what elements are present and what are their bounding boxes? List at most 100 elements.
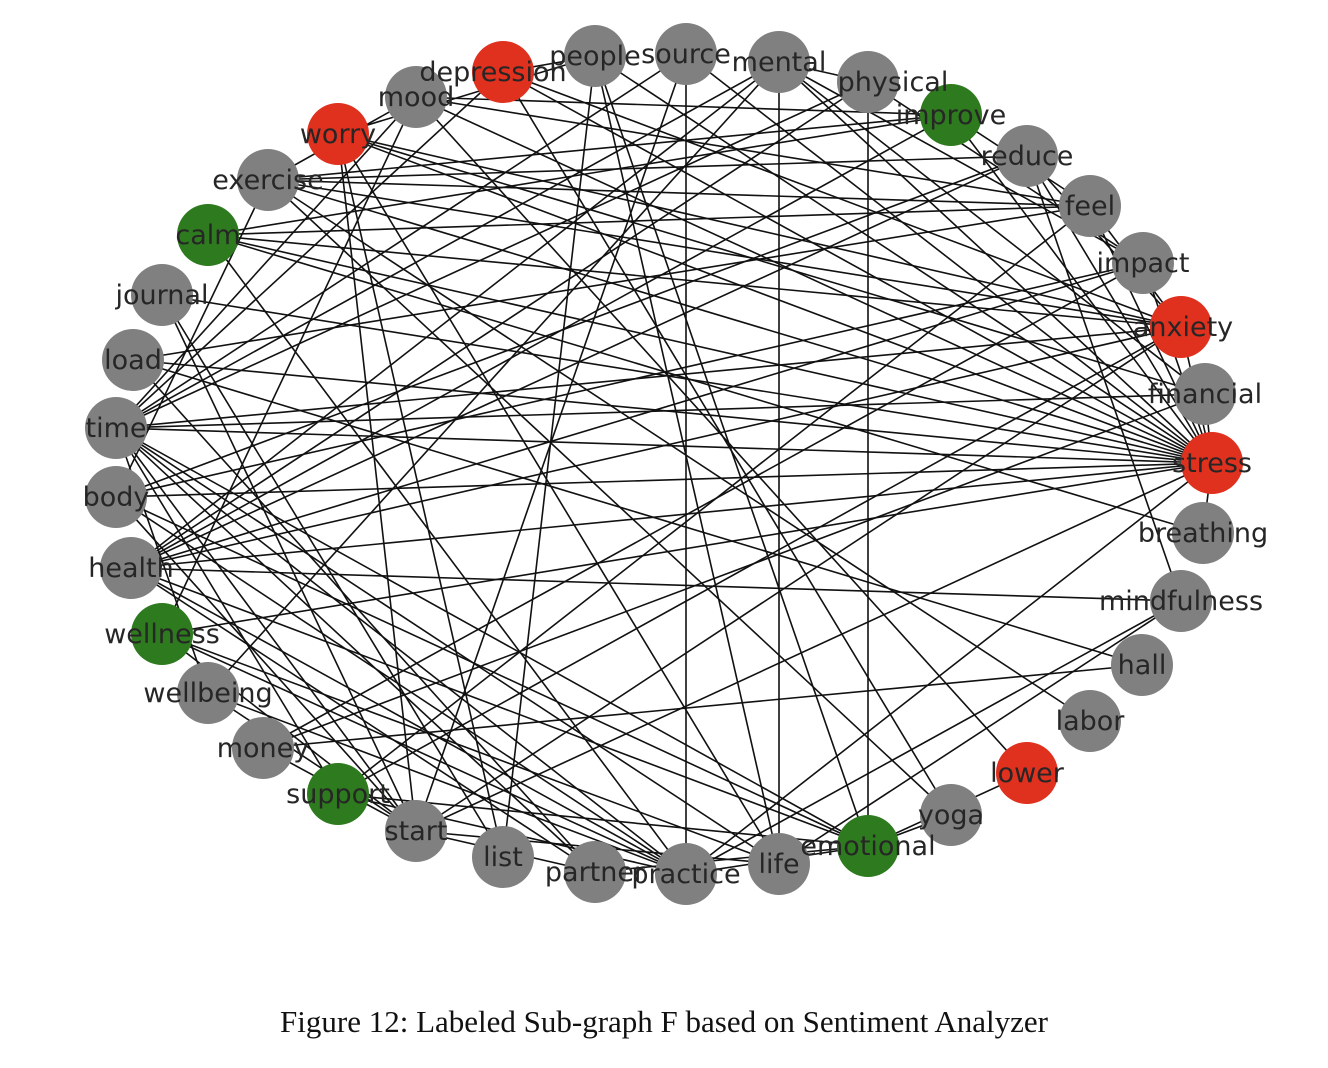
edge-anxiety-time [115,326,1182,429]
node-label-list: list [483,842,523,873]
edge-anxiety-exercise [267,179,1182,328]
node-label-mental: mental [732,47,827,78]
edge-feel-calm [207,205,1091,236]
edge-time-partner [115,427,596,873]
node-label-practice: practice [631,859,740,890]
node-start [385,800,447,862]
edge-source-time [115,53,687,429]
node-label-mood: mood [378,82,454,113]
edge-wellbeing-start [207,692,417,832]
edge-financial-time [115,393,1206,429]
node-calm [177,204,239,266]
node-label-depression: depression [419,57,566,88]
edge-load-partner [132,359,596,873]
node-feel [1059,175,1121,237]
edge-calm-practice [207,234,687,875]
edge-financial-worry [337,133,1206,395]
node-label-source: source [641,39,731,70]
edge-stress-health [130,462,1213,569]
edge-reduce-exercise [267,155,1028,181]
edge-improve-health [130,114,952,569]
node-list [472,826,534,888]
node-anxiety [1150,296,1212,358]
edge-stress-wellness [161,462,1213,635]
node-body [85,466,147,528]
edge-stress-calm [207,234,1213,464]
node-label-anxiety: anxiety [1133,312,1233,343]
node-labor [1059,690,1121,752]
node-label-wellness: wellness [104,619,220,650]
node-mindfulness [1150,570,1212,632]
edge-financial-mental [778,61,1206,395]
edge-exercise-labor [267,179,1091,722]
edge-wellness-practice [161,633,687,875]
edge-people-worry [337,55,596,135]
edge-financial-money [262,393,1206,749]
node-label-partner: partner [545,857,646,888]
node-exercise [237,149,299,211]
node-life [748,833,810,895]
edge-anxiety-support [337,326,1182,795]
node-label-load: load [104,345,162,376]
edge-stress-impact [1142,262,1213,464]
edge-wellness-life [161,633,780,865]
figure-caption: Figure 12: Labeled Sub-graph F based on … [280,1004,1048,1039]
edge-body-emotional [115,496,869,847]
edge-time-emotional [115,427,869,847]
node-label-emotional: emotional [800,831,935,862]
edge-stress-start [415,462,1213,832]
node-label-support: support [286,779,390,810]
edge-people-life [594,55,780,865]
node-depression [472,41,534,103]
edge-worry-list [337,133,504,858]
edge-depression-time [115,71,504,429]
node-stress [1181,432,1243,494]
edge-mood-time [115,96,417,429]
node-journal [131,264,193,326]
node-breathing [1172,502,1234,564]
node-label-impact: impact [1097,248,1190,279]
edge-time-support [115,427,339,795]
node-source [655,23,717,85]
node-practice [655,843,717,905]
node-worry [307,103,369,165]
edges-layer [115,53,1213,875]
edge-health-emotional [130,567,869,847]
edge-worry-life [337,133,780,865]
edge-stress-source [685,53,1213,464]
node-emotional [837,815,899,877]
edge-worry-start [337,133,417,832]
edge-load-hall [132,359,1143,666]
node-physical [837,51,899,113]
edge-stress-load [132,359,1213,464]
edge-exercise-yoga [267,179,952,816]
edge-mood-wellness [161,96,417,635]
edge-feel-exercise [267,179,1091,207]
node-label-money: money [217,733,310,764]
node-financial [1174,363,1236,425]
node-label-exercise: exercise [212,165,323,196]
edge-time-life [115,427,780,865]
edge-mental-time [115,61,780,429]
edge-reduce-mindfulness [1026,155,1182,602]
node-label-start: start [385,816,448,847]
node-load [102,329,164,391]
edge-health-partner [130,567,596,873]
edge-partner-emotional [594,845,869,873]
edge-anxiety-start [415,326,1182,832]
node-label-feel: feel [1065,191,1115,222]
node-hall [1111,634,1173,696]
edge-money-hall [262,664,1143,749]
node-label-life: life [758,849,799,880]
edge-life-mindfulness [778,600,1182,865]
node-improve [920,84,982,146]
edge-feel-load [132,205,1091,361]
edge-health-practice [130,567,687,875]
node-label-financial: financial [1148,379,1262,410]
edge-health-mindfulness [130,567,1182,602]
node-label-lower: lower [990,758,1065,789]
edge-improve-calm [207,114,952,236]
node-label-stress: stress [1172,448,1252,479]
node-label-journal: journal [115,280,209,311]
node-partner [564,841,626,903]
